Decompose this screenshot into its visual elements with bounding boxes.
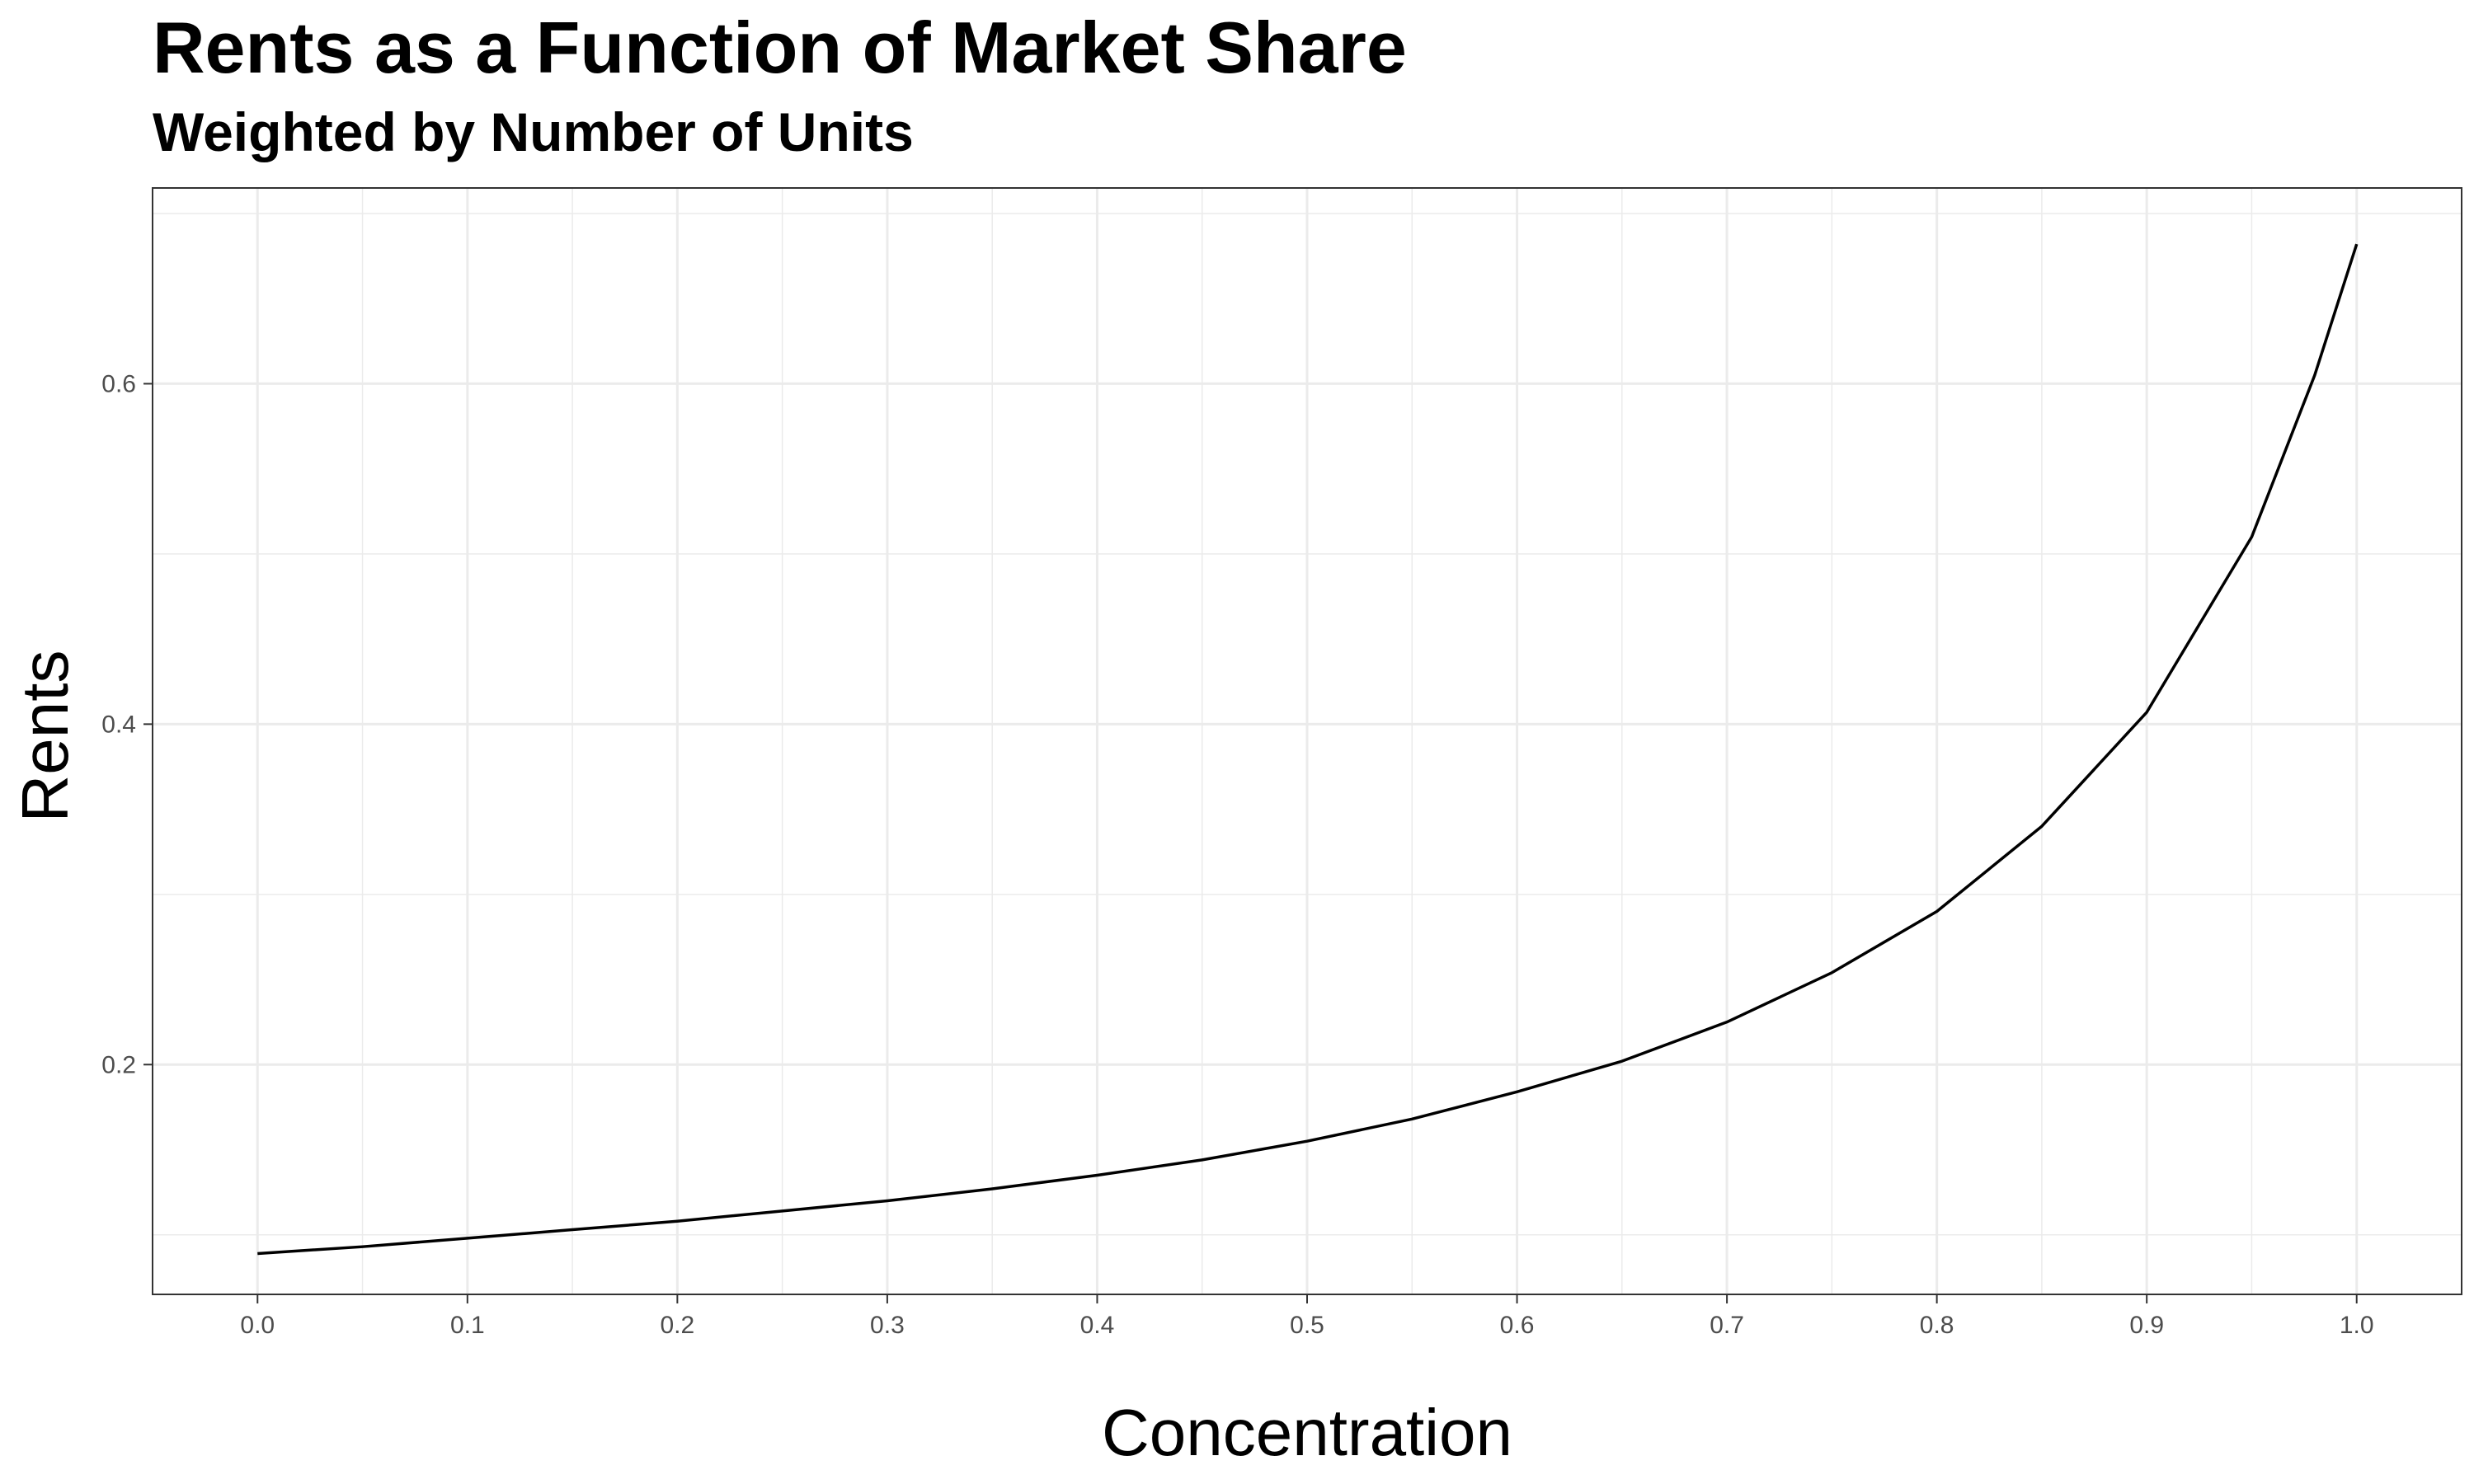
y-tick-label: 0.6 (101, 370, 136, 397)
x-tick-label: 0.8 (1920, 1312, 1954, 1339)
y-tick-label: 0.4 (101, 711, 136, 738)
chart-title: Rents as a Function of Market Share (153, 7, 1407, 88)
x-tick-label: 0.2 (661, 1312, 695, 1339)
y-axis-title: Rents (8, 650, 82, 823)
x-tick-label: 0.5 (1290, 1312, 1324, 1339)
major-gridlines (153, 188, 2462, 1294)
x-tick-label: 0.6 (1500, 1312, 1535, 1339)
x-axis-title: Concentration (1102, 1396, 1512, 1469)
y-axis-ticks: 0.2 0.4 0.6 (101, 370, 153, 1078)
x-tick-label: 0.7 (1710, 1312, 1744, 1339)
x-tick-label: 0.4 (1080, 1312, 1115, 1339)
y-tick-label: 0.2 (101, 1051, 136, 1078)
x-tick-label: 0.3 (870, 1312, 905, 1339)
x-axis-ticks: 0.0 0.1 0.2 0.3 0.4 0.5 0.6 0.7 0.8 0.9 1.0 (240, 1294, 2374, 1339)
series-line (257, 243, 2359, 1256)
x-tick-label: 1.0 (2340, 1312, 2374, 1339)
chart-subtitle: Weighted by Number of Units (153, 101, 914, 162)
series-layer (257, 243, 2359, 1256)
x-tick-label: 0.1 (450, 1312, 485, 1339)
x-tick-label: 0.9 (2129, 1312, 2164, 1339)
x-tick-label: 0.0 (240, 1312, 275, 1339)
